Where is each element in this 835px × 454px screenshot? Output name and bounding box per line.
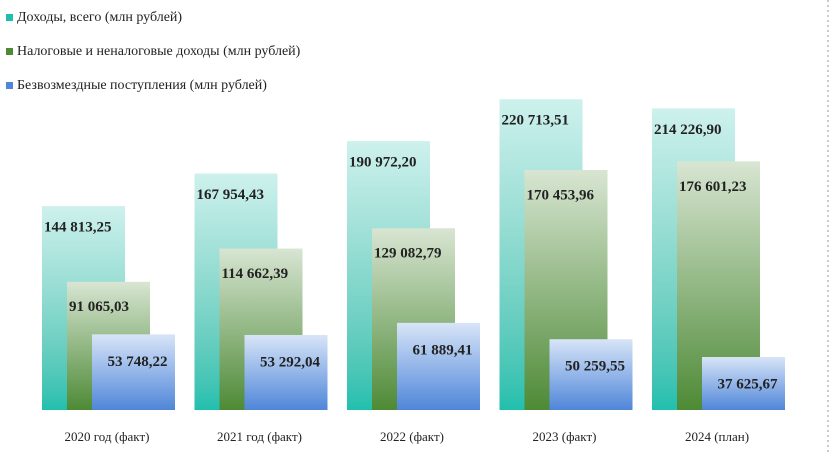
value-label: 220 713,51 [502, 113, 570, 129]
bar [549, 339, 633, 410]
value-label: 37 625,67 [718, 376, 779, 392]
legend-marker [6, 48, 13, 55]
value-label: 190 972,20 [349, 155, 417, 171]
x-tick-label: 2021 год (факт) [217, 429, 302, 444]
value-label: 91 065,03 [69, 299, 129, 315]
value-label: 144 813,25 [44, 220, 112, 236]
value-label: 129 082,79 [374, 246, 442, 262]
x-tick-label: 2020 год (факт) [65, 429, 150, 444]
value-label: 214 226,90 [654, 122, 722, 138]
legend-marker [6, 14, 13, 21]
value-label: 114 662,39 [222, 266, 289, 282]
bar [92, 334, 175, 410]
value-label: 53 292,04 [260, 354, 321, 370]
value-label: 167 954,43 [197, 187, 265, 203]
value-label: 61 889,41 [413, 342, 473, 358]
legend-label: Доходы, всего (млн рублей) [17, 10, 182, 25]
value-label: 50 259,55 [565, 359, 625, 375]
value-label: 176 601,23 [679, 179, 747, 195]
bar [397, 322, 480, 410]
x-tick-label: 2022 (факт) [380, 429, 444, 444]
value-label: 170 453,96 [527, 187, 595, 203]
bar [244, 334, 328, 410]
legend-label: Налоговые и неналоговые доходы (млн рубл… [17, 44, 301, 59]
legend-label: Безвозмездные поступления (млн рублей) [17, 78, 267, 93]
x-tick-label: 2023 (факт) [533, 429, 597, 444]
legend-marker [6, 82, 13, 89]
value-label: 53 748,22 [108, 354, 168, 370]
bar [702, 357, 785, 410]
x-tick-label: 2024 (план) [685, 429, 749, 444]
